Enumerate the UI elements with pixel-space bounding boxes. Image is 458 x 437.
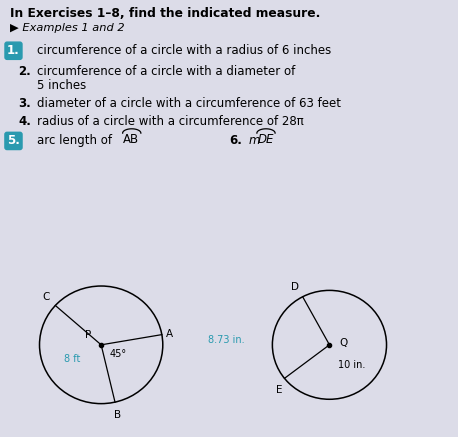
- Text: In Exercises 1–8, find the indicated measure.: In Exercises 1–8, find the indicated mea…: [10, 7, 320, 20]
- Text: DE: DE: [257, 133, 274, 146]
- Text: m: m: [248, 135, 260, 147]
- Text: 6.: 6.: [229, 135, 242, 147]
- Text: 45°: 45°: [109, 349, 126, 359]
- Text: A: A: [166, 329, 174, 339]
- Text: circumference of a circle with a diameter of: circumference of a circle with a diamete…: [37, 65, 295, 78]
- Text: D: D: [291, 282, 299, 292]
- Text: 8.73 in.: 8.73 in.: [208, 336, 245, 346]
- Text: 3.: 3.: [18, 97, 31, 110]
- Text: E: E: [276, 385, 282, 395]
- Text: 5.: 5.: [7, 135, 20, 147]
- Text: Q: Q: [339, 338, 348, 348]
- Text: radius of a circle with a circumference of 28π: radius of a circle with a circumference …: [37, 115, 304, 128]
- Text: 4.: 4.: [18, 115, 31, 128]
- Text: arc length of: arc length of: [37, 135, 116, 147]
- Text: 10 in.: 10 in.: [338, 360, 365, 370]
- Text: diameter of a circle with a circumference of 63 feet: diameter of a circle with a circumferenc…: [37, 97, 341, 110]
- Text: circumference of a circle with a radius of 6 inches: circumference of a circle with a radius …: [37, 44, 332, 57]
- Text: 2.: 2.: [18, 65, 31, 78]
- Text: 1.: 1.: [7, 44, 20, 57]
- Text: 8 ft: 8 ft: [64, 354, 81, 364]
- Text: C: C: [42, 292, 49, 302]
- Text: B: B: [114, 410, 121, 420]
- Text: P: P: [85, 330, 91, 340]
- Text: 5 inches: 5 inches: [37, 79, 87, 92]
- Text: ▶ Examples 1 and 2: ▶ Examples 1 and 2: [10, 23, 125, 33]
- Text: AB: AB: [123, 133, 139, 146]
